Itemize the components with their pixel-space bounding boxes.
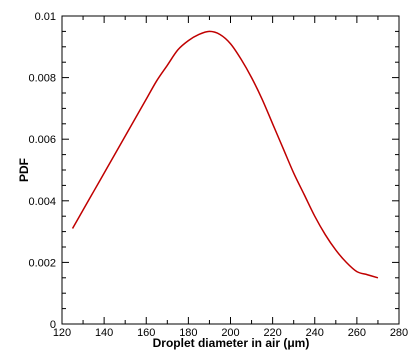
x-tick-label: 140: [95, 327, 113, 339]
plot-frame: [61, 15, 400, 325]
x-tick-label: 280: [390, 327, 408, 339]
series-line: [71, 30, 379, 279]
x-axis-title: Droplet diameter in air (μm): [153, 336, 310, 350]
x-tick-label: 160: [137, 327, 155, 339]
x-tick-label: 240: [306, 327, 324, 339]
x-tick-label: 180: [179, 327, 197, 339]
y-tick-labels: 0 0.002 0.004 0.006 0.008 0.01: [28, 11, 56, 331]
axis-ticks: [61, 15, 400, 325]
y-tick-label: 0.006: [28, 134, 56, 146]
y-tick-label: 0.01: [35, 11, 56, 23]
y-axis-title: PDF: [17, 158, 31, 182]
x-tick-label: 120: [53, 327, 71, 339]
y-tick-label: 0: [50, 319, 56, 331]
y-tick-label: 0.002: [28, 257, 56, 269]
x-tick-labels: 120 140 160 180 200 220 240 260 280: [53, 327, 408, 339]
x-tick-label: 260: [348, 327, 366, 339]
x-tick-label: 200: [221, 327, 239, 339]
y-tick-label: 0.008: [28, 73, 56, 85]
x-tick-label: 220: [263, 327, 281, 339]
y-tick-label: 0.004: [28, 196, 56, 208]
